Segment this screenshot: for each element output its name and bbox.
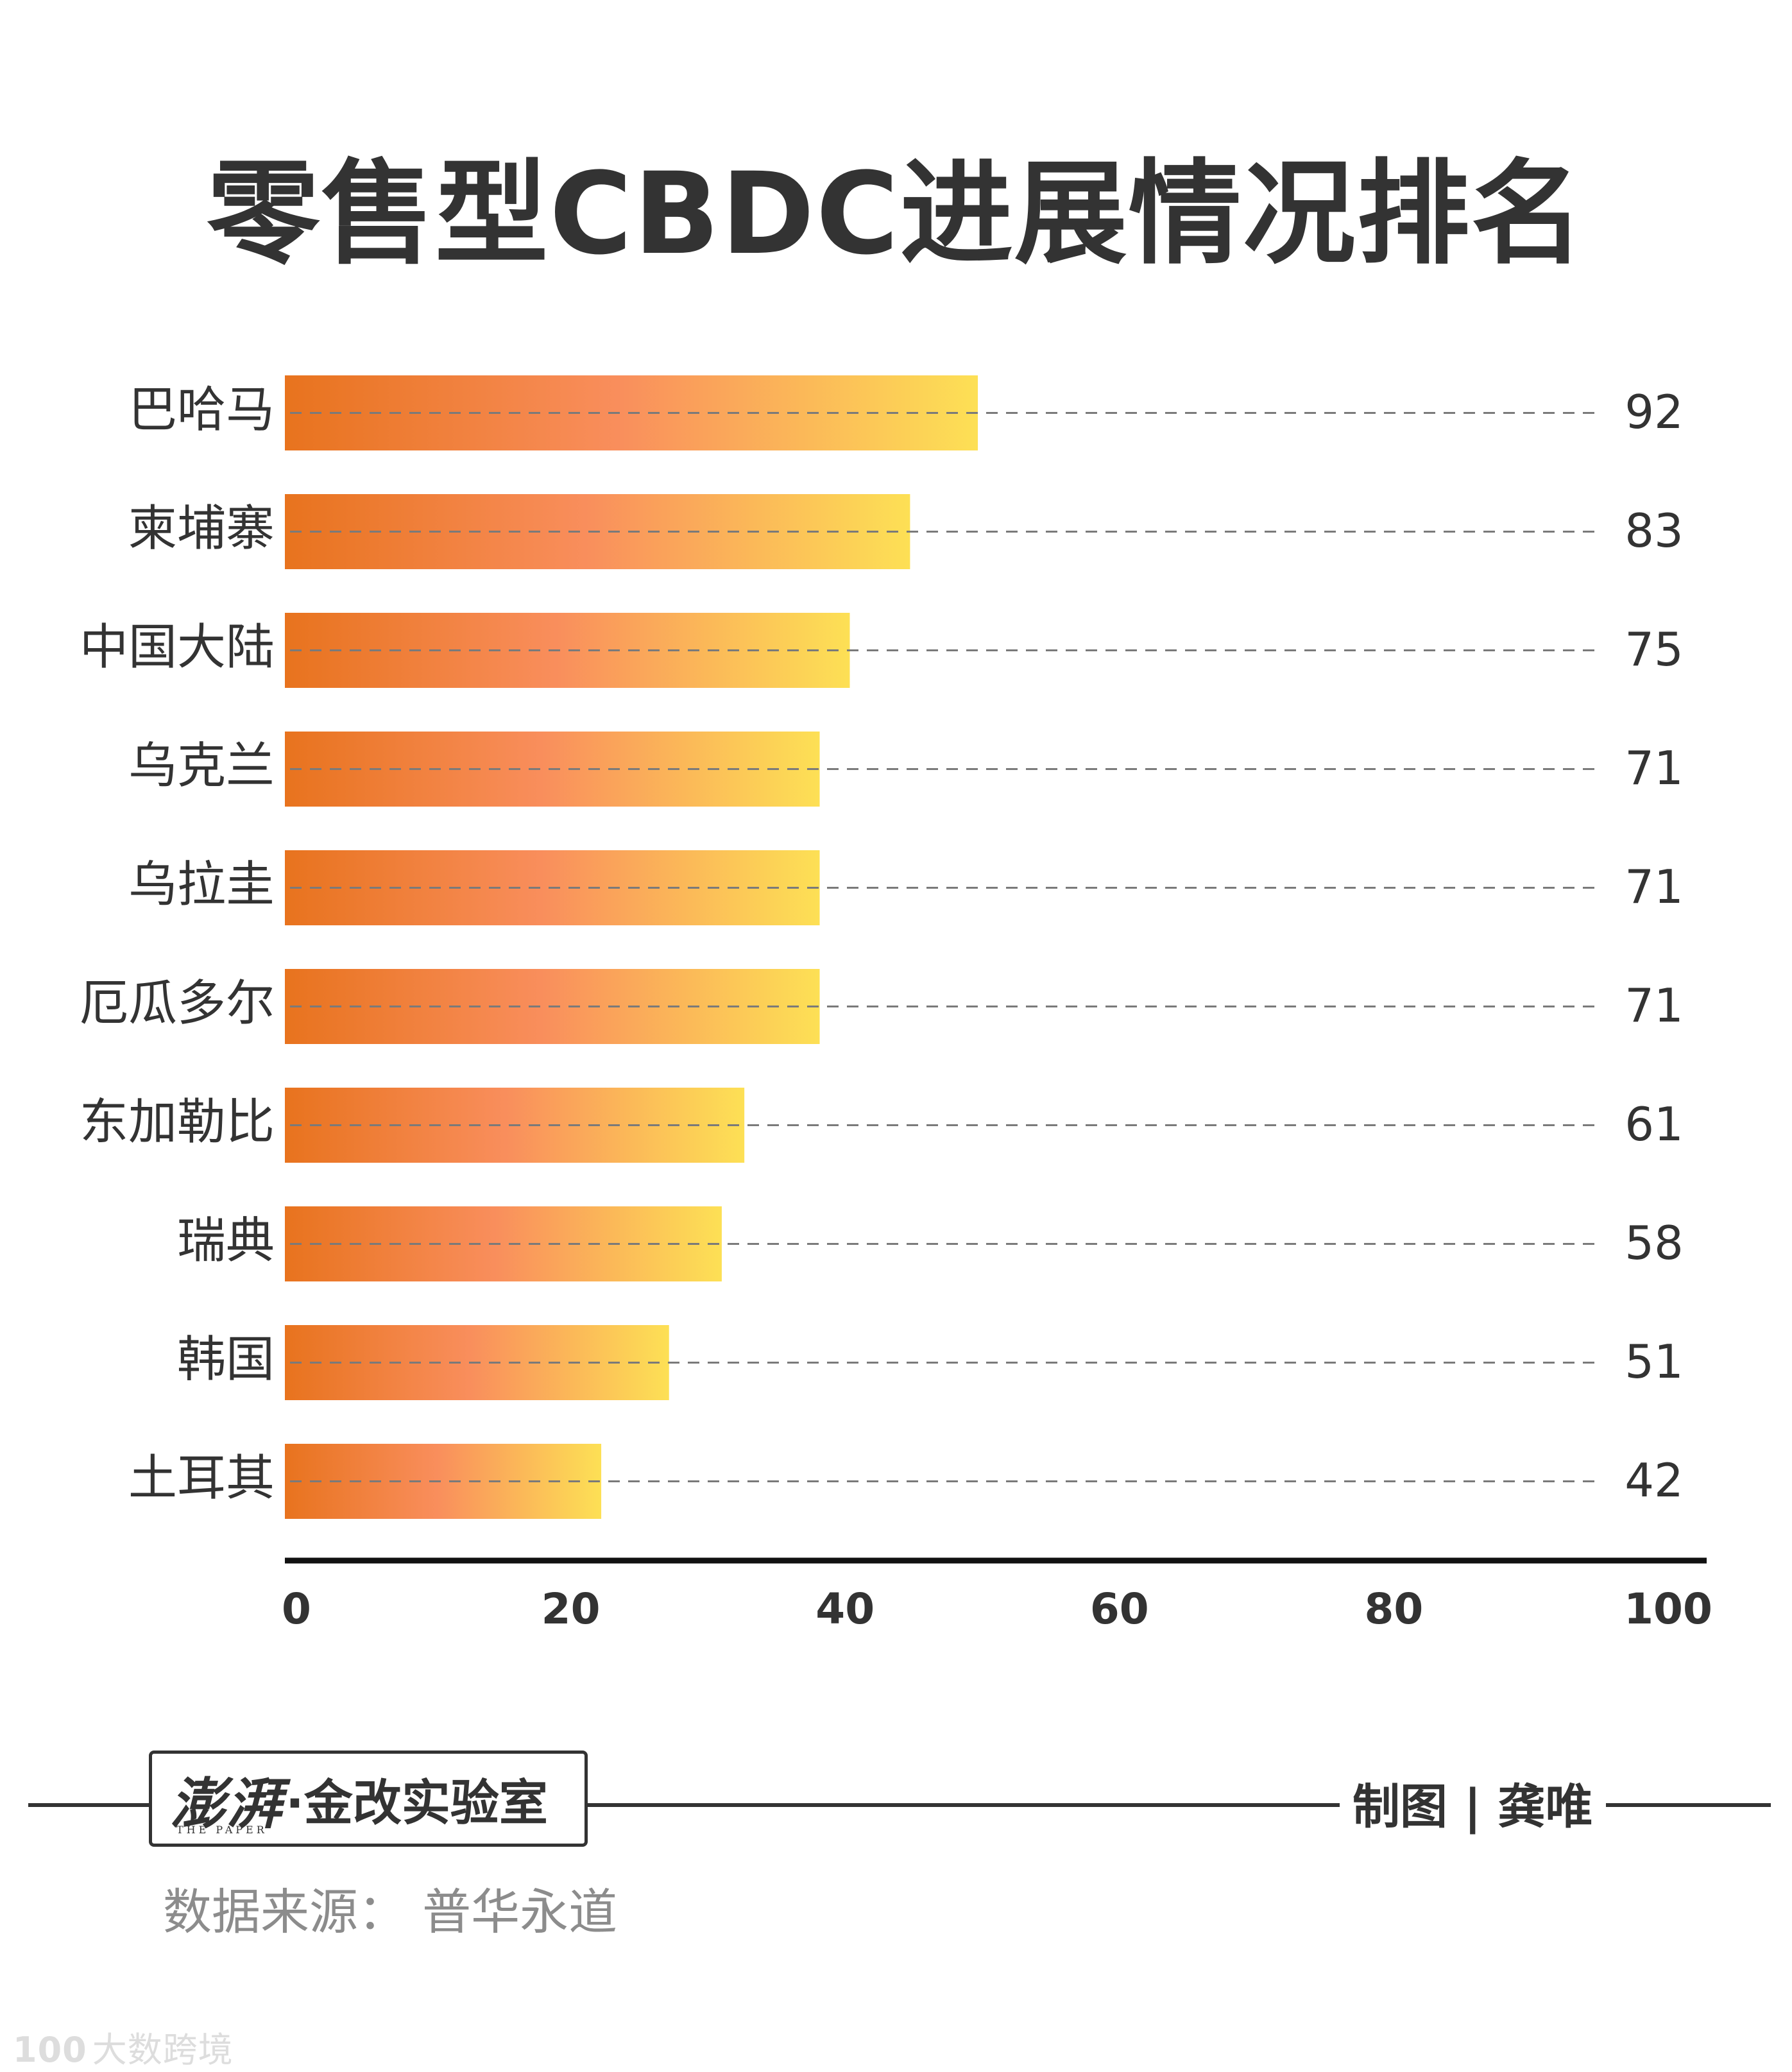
value-label: 71	[1625, 741, 1684, 795]
watermark-icon: 100	[13, 2030, 87, 2070]
x-tick-label: 20	[542, 1584, 601, 1634]
value-label: 75	[1625, 622, 1684, 676]
x-tick-label: 60	[1090, 1584, 1149, 1634]
category-label: 中国大陆	[80, 618, 275, 675]
x-tick-label: 100	[1624, 1584, 1712, 1634]
brand-name: ·金改实验室	[286, 1774, 548, 1831]
value-label: 92	[1625, 385, 1684, 439]
category-label: 韩国	[177, 1330, 275, 1387]
value-label: 83	[1625, 504, 1684, 558]
value-label: 51	[1625, 1335, 1684, 1389]
brand-mark: 澎湃	[170, 1771, 283, 1837]
category-label: 土耳其	[128, 1449, 275, 1506]
category-label: 乌克兰	[128, 737, 275, 794]
value-label: 58	[1625, 1216, 1684, 1270]
bar-chart: 巴哈马 92 柬埔寨 83 中国大陆 75 乌克兰 71 乌拉圭 71 厄瓜多尔 71 东加勒比 61 瑞典…	[80, 375, 1712, 1634]
value-label: 71	[1625, 979, 1684, 1032]
watermark: 100 大数跨境	[13, 2021, 234, 2072]
category-label: 乌拉圭	[128, 855, 275, 912]
brand-logo: 澎湃 ·金改实验室 THE PAPER	[149, 1751, 588, 1847]
footer-line-right	[584, 1803, 1771, 1807]
x-tick-label: 0	[282, 1584, 311, 1634]
footer-line-left	[28, 1803, 157, 1807]
value-label: 42	[1625, 1453, 1684, 1507]
brand-subtitle: THE PAPER	[176, 1824, 268, 1836]
data-source: 数据来源： 普华永道	[163, 1883, 618, 1940]
category-label: 瑞典	[177, 1212, 275, 1269]
category-label: 巴哈马	[128, 381, 275, 438]
chart-credit: 制图 | 龚唯	[1340, 1775, 1606, 1839]
watermark-text: 大数跨境	[92, 2030, 234, 2070]
value-label: 61	[1625, 1097, 1684, 1151]
category-label: 东加勒比	[80, 1093, 275, 1150]
category-label: 厄瓜多尔	[80, 974, 275, 1031]
x-tick-label: 40	[815, 1584, 875, 1634]
x-tick-label: 80	[1364, 1584, 1423, 1634]
chart-title: 零售型CBDC进展情况排名	[207, 148, 1585, 280]
category-label: 柬埔寨	[128, 499, 275, 556]
value-label: 71	[1625, 860, 1684, 914]
